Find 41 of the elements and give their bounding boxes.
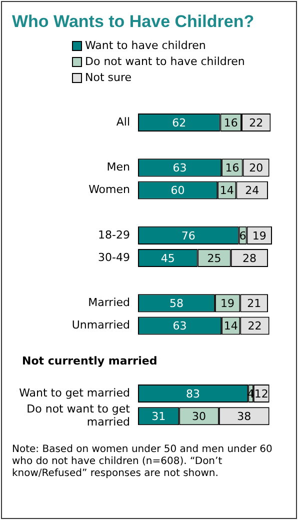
- y-tick-label: 30-49: [98, 250, 130, 264]
- y-tick-label: All: [116, 115, 130, 128]
- y-tick-label: Married: [88, 296, 130, 310]
- data-label: 30: [192, 410, 206, 423]
- legend-label: Not sure: [85, 70, 132, 86]
- legend-label: Do not want to have children: [85, 54, 245, 70]
- data-label: 38: [237, 410, 252, 423]
- data-label: 25: [207, 252, 222, 265]
- data-label: 63: [172, 162, 187, 175]
- data-label: 62: [172, 116, 186, 130]
- data-label: 45: [160, 252, 175, 265]
- data-label: 28: [242, 252, 256, 265]
- data-label: 60: [170, 184, 185, 198]
- annotation: Not currently married: [22, 354, 158, 368]
- data-label: 14: [224, 320, 238, 333]
- chart-title: Who Wants to Have Children?: [11, 11, 256, 32]
- data-label: 22: [249, 116, 264, 130]
- y-tick-label: Do not want to get married: [26, 402, 131, 429]
- data-label: 19: [220, 297, 235, 310]
- y-tick-label: Want to get married: [19, 386, 130, 400]
- data-label: 14: [220, 184, 234, 198]
- data-label: 12: [254, 387, 268, 400]
- data-label: 63: [172, 320, 187, 333]
- data-label: 22: [248, 320, 262, 333]
- data-label: 58: [169, 297, 184, 310]
- legend-label: Want to have children: [85, 38, 206, 54]
- data-label: 76: [181, 229, 196, 242]
- text: Note: Based on women under 50 and men under 60 who do not have children (n=608). “Don’t know/Refused” responses are not shown.: [11, 443, 274, 480]
- y-tick-label: Women: [88, 183, 130, 196]
- y-tick-label: 18-29: [98, 228, 130, 242]
- y-tick-label: Men: [106, 160, 130, 174]
- data-label: 6: [239, 229, 246, 242]
- data-label: 20: [249, 162, 264, 175]
- y-tick-label: Unmarried: [72, 318, 130, 332]
- data-label: 16: [224, 116, 238, 130]
- data-label: 16: [225, 162, 240, 175]
- data-label: 21: [247, 297, 262, 310]
- data-label: 31: [152, 410, 166, 423]
- data-label: 19: [252, 229, 266, 242]
- data-label: 83: [186, 387, 200, 400]
- data-label: 24: [245, 184, 260, 198]
